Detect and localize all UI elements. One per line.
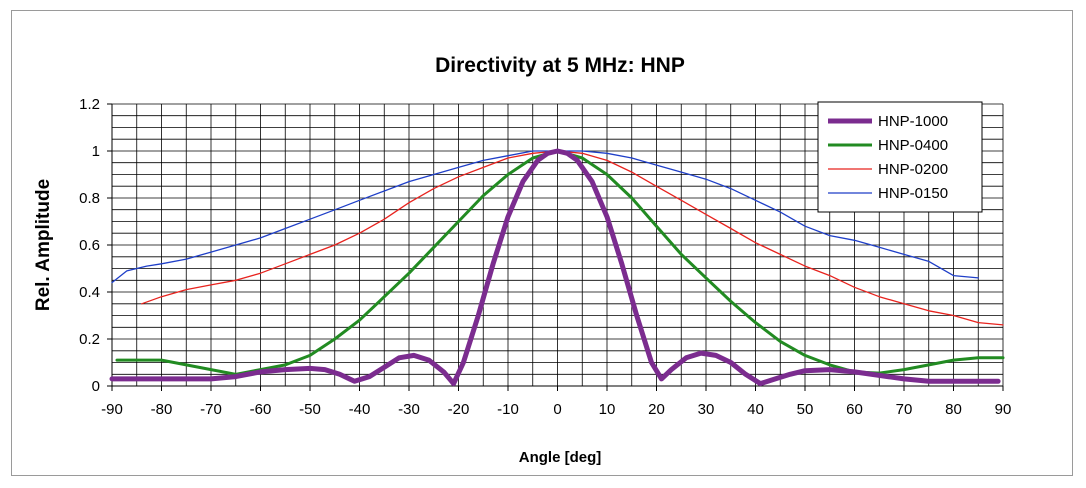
x-tick-label: 50 — [797, 401, 814, 418]
y-tick-label: 0.4 — [79, 284, 100, 301]
chart-series — [109, 148, 1005, 387]
x-tick-label: 60 — [846, 401, 863, 418]
chart-frame — [11, 10, 1073, 476]
x-tick-label: 40 — [747, 401, 764, 418]
legend-label: HNP-0150 — [878, 185, 948, 202]
legend-label: HNP-1000 — [878, 113, 948, 130]
x-tick-label: 20 — [648, 401, 665, 418]
x-axis-title: Angle [deg] — [519, 449, 602, 466]
chart-legend: HNP-1000 HNP-0400 HNP-0200 HNP-0150 — [817, 101, 983, 213]
x-tick-label: -70 — [200, 401, 222, 418]
x-tick-label: -90 — [101, 401, 123, 418]
chart-title: Directivity at 5 MHz: HNP — [435, 54, 685, 77]
y-axis-title: Rel. Amplitude — [33, 179, 54, 311]
x-tick-label: 90 — [995, 401, 1012, 418]
y-tick-label: 0.2 — [79, 331, 100, 348]
x-tick-label: -60 — [250, 401, 272, 418]
legend-label: HNP-0400 — [878, 137, 948, 154]
x-tick-label: -80 — [151, 401, 173, 418]
y-tick-label: 1 — [92, 143, 100, 160]
y-tick-label: 0.6 — [79, 237, 100, 254]
y-tick-label: 0 — [92, 378, 100, 395]
x-tick-label: 10 — [599, 401, 616, 418]
x-tick-label: 70 — [896, 401, 913, 418]
x-tick-label: -20 — [448, 401, 470, 418]
x-tick-label: -30 — [398, 401, 420, 418]
x-tick-label: 30 — [698, 401, 715, 418]
x-tick-label: -10 — [497, 401, 519, 418]
y-tick-label: 0.8 — [79, 190, 100, 207]
y-tick-labels: 0 0.2 0.4 0.6 0.8 1 1.2 — [79, 96, 100, 395]
x-tick-label: 80 — [945, 401, 962, 418]
series-line-hnp-1000 — [109, 148, 1001, 387]
x-tick-label: 0 — [553, 401, 561, 418]
x-tick-label: -50 — [299, 401, 321, 418]
x-tick-labels: -90 -80 -70 -60 -50 -40 -30 -20 -10 0 10 20 30 40 50 60… — [101, 401, 1011, 418]
x-tick-label: -40 — [349, 401, 371, 418]
chart-axes — [107, 103, 1004, 391]
y-tick-label: 1.2 — [79, 96, 100, 113]
series-line-hnp-0150 — [111, 150, 979, 284]
legend-label: HNP-0200 — [878, 161, 948, 178]
